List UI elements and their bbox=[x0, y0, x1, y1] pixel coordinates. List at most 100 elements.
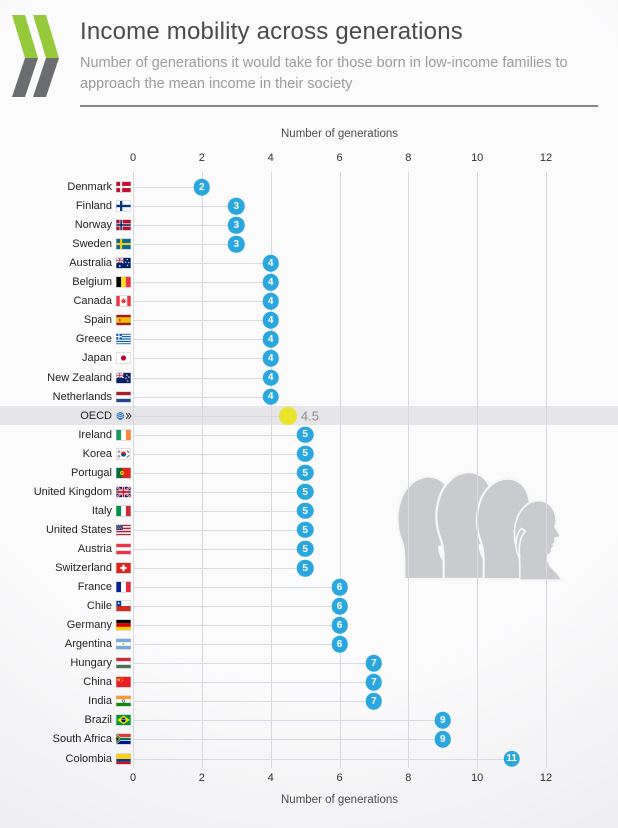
row-track: 4 bbox=[133, 292, 618, 311]
row-track: 7 bbox=[133, 673, 618, 692]
country-label: Chile bbox=[86, 600, 112, 613]
gridline bbox=[477, 172, 479, 768]
chart-row: Germany 6 bbox=[0, 616, 618, 635]
chart-row: United States 5 bbox=[0, 520, 618, 539]
row-track: 4 bbox=[133, 349, 618, 368]
korea-flag-icon bbox=[116, 448, 131, 460]
value-dot: 9 bbox=[434, 712, 452, 729]
portugal-flag-icon bbox=[116, 467, 131, 479]
leader-line bbox=[133, 587, 340, 589]
row-track: 4 bbox=[133, 311, 618, 330]
gridline bbox=[270, 172, 272, 768]
row-track: 2 bbox=[133, 178, 618, 197]
chart-row: Ireland 5 bbox=[0, 425, 618, 444]
greece-flag-icon bbox=[116, 333, 131, 345]
value-dot: 5 bbox=[296, 464, 314, 482]
chart-row: Switzerland 5 bbox=[0, 559, 618, 578]
x-axis-ticks-bottom: 0 2 4 6 8 10 12 bbox=[0, 772, 618, 786]
row-track: 5 bbox=[133, 539, 618, 558]
leader-line bbox=[133, 758, 512, 760]
new-zealand-flag-icon bbox=[115, 371, 131, 384]
gridline bbox=[133, 172, 134, 768]
country-label: Switzerland bbox=[55, 562, 112, 575]
leader-line bbox=[133, 606, 340, 608]
austria-flag-icon bbox=[116, 543, 131, 555]
value-dot: 5 bbox=[296, 521, 314, 539]
japan-flag-icon bbox=[116, 352, 131, 364]
chart-row: Korea 5 bbox=[0, 444, 618, 463]
country-label: India bbox=[88, 695, 112, 708]
leader-line bbox=[133, 663, 374, 665]
country-label: Finland bbox=[75, 200, 112, 213]
country-label: Austria bbox=[77, 542, 112, 555]
chart-row: Hungary 7 bbox=[0, 654, 618, 673]
row-track: 5 bbox=[133, 559, 618, 578]
row-track: 5 bbox=[133, 444, 618, 463]
chart-row: Australia 4 bbox=[0, 254, 618, 273]
x-tick-label: 0 bbox=[129, 772, 137, 784]
country-label: New Zealand bbox=[47, 371, 112, 384]
row-track: 4 bbox=[133, 273, 618, 292]
chart-row: South Africa 9 bbox=[0, 730, 618, 749]
chart-row: Brazil 9 bbox=[0, 711, 618, 730]
canada-flag-icon bbox=[116, 295, 131, 307]
leader-line bbox=[133, 491, 306, 493]
x-axis-title-bottom: Number of generations bbox=[281, 794, 398, 806]
chart-row: Denmark 2 bbox=[0, 178, 618, 197]
x-tick-label: 4 bbox=[267, 772, 274, 784]
leader-line bbox=[133, 529, 306, 531]
leader-line bbox=[133, 453, 306, 455]
chart-row: Spain 4 bbox=[0, 311, 618, 330]
leader-line bbox=[133, 358, 271, 360]
chile-flag-icon bbox=[116, 600, 131, 612]
chart-row: France 6 bbox=[0, 578, 618, 597]
value-dot: 3 bbox=[228, 197, 245, 215]
value-dot: 3 bbox=[228, 235, 245, 253]
country-label: OECD bbox=[80, 409, 112, 422]
value-dot: 4 bbox=[262, 369, 279, 386]
leader-line bbox=[133, 720, 443, 722]
country-label: Japan bbox=[82, 352, 112, 365]
value-label-outside: 4.5 bbox=[300, 408, 319, 424]
header-divider bbox=[80, 105, 598, 107]
leader-line bbox=[133, 187, 202, 189]
china-flag-icon bbox=[116, 676, 131, 688]
row-track: 9 bbox=[133, 730, 618, 749]
value-dot: 6 bbox=[331, 597, 348, 615]
country-label: Denmark bbox=[67, 181, 112, 194]
leader-line bbox=[133, 263, 271, 265]
x-tick-label: 8 bbox=[405, 772, 412, 784]
argentina-flag-icon bbox=[116, 638, 131, 650]
x-tick-label: 2 bbox=[198, 152, 205, 164]
chart-row-oecd: OECD 4.5 bbox=[0, 406, 618, 425]
leader-line bbox=[133, 244, 237, 246]
chart-row: Argentina 6 bbox=[0, 635, 618, 654]
country-label: United States bbox=[45, 523, 112, 536]
leader-line bbox=[133, 339, 271, 341]
united-states-flag-icon bbox=[116, 524, 131, 536]
colombia-flag-icon bbox=[116, 753, 131, 765]
finland-flag-icon bbox=[116, 200, 131, 212]
x-tick-label: 10 bbox=[471, 772, 484, 784]
country-label: Italy bbox=[91, 504, 112, 517]
gridlines bbox=[0, 172, 618, 768]
denmark-flag-icon bbox=[116, 181, 131, 193]
row-track: 5 bbox=[133, 501, 618, 520]
france-flag-icon bbox=[116, 581, 131, 593]
row-track: 3 bbox=[133, 235, 618, 254]
value-dot: 9 bbox=[434, 731, 452, 748]
row-track: 5 bbox=[133, 520, 618, 539]
chart-row: Portugal 5 bbox=[0, 463, 618, 482]
row-track: 4 bbox=[133, 368, 618, 387]
country-label: Argentina bbox=[64, 638, 112, 651]
row-track: 6 bbox=[133, 616, 618, 635]
value-dot: 6 bbox=[331, 635, 348, 653]
value-dot: 6 bbox=[331, 616, 348, 634]
chart-rows: Denmark 2 Finland 3 Norway 3 Sweden 3 bbox=[0, 172, 618, 768]
india-flag-icon bbox=[116, 695, 131, 707]
hungary-flag-icon bbox=[116, 657, 131, 669]
country-label: Portugal bbox=[71, 466, 112, 479]
australia-flag-icon bbox=[115, 257, 131, 269]
sweden-flag-icon bbox=[116, 238, 131, 250]
country-label: Australia bbox=[69, 257, 112, 270]
